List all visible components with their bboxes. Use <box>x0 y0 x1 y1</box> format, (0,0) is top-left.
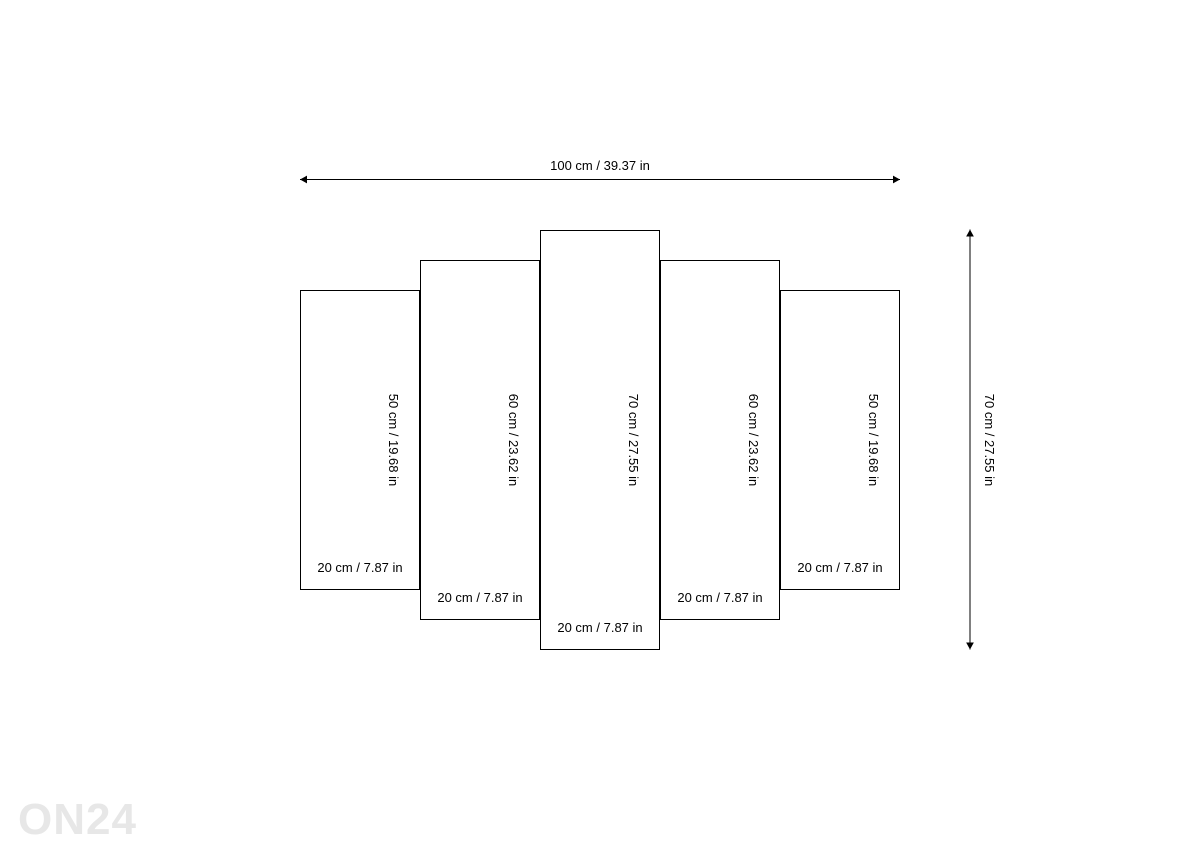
panel-1-width-label: 20 cm / 7.87 in <box>317 560 402 575</box>
panel-3 <box>540 230 660 650</box>
panel-3-width-label: 20 cm / 7.87 in <box>557 620 642 635</box>
panel-1 <box>300 290 420 590</box>
panel-5-width-label: 20 cm / 7.87 in <box>797 560 882 575</box>
overall-width-label: 100 cm / 39.37 in <box>550 158 650 173</box>
panel-2-width-label: 20 cm / 7.87 in <box>437 590 522 605</box>
panel-5 <box>780 290 900 590</box>
panel-4 <box>660 260 780 620</box>
overall-height-label: 70 cm / 27.55 in <box>982 393 997 486</box>
panel-4-height-label: 60 cm / 23.62 in <box>746 393 761 486</box>
panel-3-height-label: 70 cm / 27.55 in <box>626 393 641 486</box>
panel-1-height-label: 50 cm / 19.68 in <box>386 393 401 486</box>
watermark: ON24 <box>18 795 137 845</box>
diagram-stage: 100 cm / 39.37 in 70 cm / 27.55 in ON24 … <box>0 0 1200 859</box>
panel-5-height-label: 50 cm / 19.68 in <box>866 393 881 486</box>
panel-2 <box>420 260 540 620</box>
panel-4-width-label: 20 cm / 7.87 in <box>677 590 762 605</box>
panel-2-height-label: 60 cm / 23.62 in <box>506 393 521 486</box>
